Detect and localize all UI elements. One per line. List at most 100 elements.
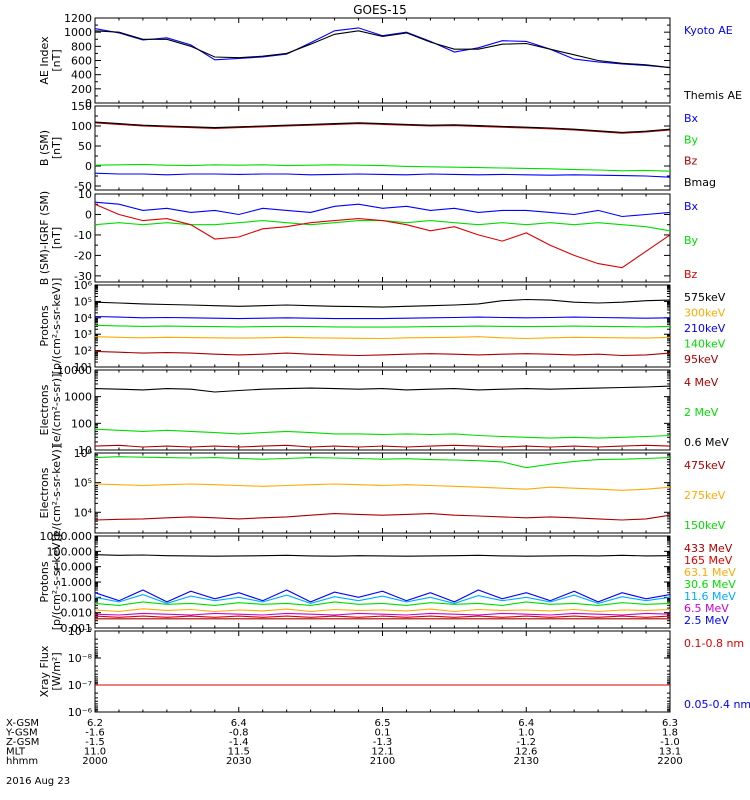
y-axis-label: Electrons [38, 384, 51, 435]
x-row-value: -1.5 [85, 737, 105, 748]
panel-6: 10⁴ 10⁵ 10⁶ Electrons [e/(cm²-s-sr-keV)] 475k… [38, 445, 726, 541]
legend-entry: By [684, 133, 699, 146]
series-line-2 [94, 30, 671, 69]
y-tick-label: 0 [85, 97, 92, 110]
y-tick-label: 0.001 [61, 622, 93, 635]
y-tick-label: 10⁶ [74, 279, 93, 292]
panel-frame [94, 630, 671, 713]
series-line-2 [94, 483, 671, 491]
series-line-4 [94, 121, 671, 133]
y-tick-label: 0 [85, 208, 92, 221]
legend-entry: 2 MeV [684, 406, 719, 419]
y-tick-label: 1.000 [61, 576, 93, 589]
y-axis-label: [nT] [50, 227, 63, 249]
series-line-3 [94, 456, 671, 469]
legend-entry: 11.6 MeV [684, 590, 736, 603]
panel-5: 10 100 1000 10000 Electrons [e/(cm²-s-sr)] 4 M… [38, 364, 729, 457]
legend-entry: 6.5 MeV [684, 602, 729, 615]
y-tick-label: 10⁶ [74, 447, 93, 460]
x-row-value: -1.3 [373, 737, 393, 748]
legend-entry: By [684, 234, 699, 247]
y-tick-label: 100 [71, 417, 92, 430]
legend-entry: Bmag [684, 176, 716, 189]
y-tick-label: 10.000 [54, 561, 93, 574]
panel-2: -50 0 50 100 150 B (SM) [nT] Bx By Bz Bmag [38, 100, 716, 193]
y-tick-label: 1000.000 [40, 530, 93, 543]
y-axis-label: Protons [38, 305, 51, 346]
legend-entry: 95keV [684, 353, 719, 366]
series-line-4 [94, 601, 671, 606]
y-tick-label: -50 [74, 180, 92, 193]
series-line-1 [94, 172, 671, 178]
y-tick-label: -20 [74, 249, 92, 262]
x-row-value: 6.2 [87, 718, 103, 729]
legend-entry: 4 MeV [684, 376, 719, 389]
y-tick-label: 10⁵ [74, 295, 92, 308]
series-line-4 [94, 324, 671, 328]
y-tick-label: 600 [71, 55, 92, 68]
legend-entry: 0.1-0.8 nm [684, 637, 744, 650]
legend-entry: Kyoto AE [684, 24, 733, 37]
legend-entry: Bz [684, 155, 698, 168]
y-axis-label: Electrons [38, 467, 51, 518]
legend-entry: 30.6 MeV [684, 578, 736, 591]
series-line-2 [94, 615, 671, 618]
series-line-5 [94, 594, 671, 604]
y-tick-label: 10⁵ [74, 477, 92, 490]
series-line-1 [94, 298, 671, 308]
panel-3: -30 -20 -10 0 10 B (SM)-IGRF (SM) [nT] Bx By Bz [38, 188, 699, 285]
x-row-value: 12.6 [515, 747, 537, 758]
legend-entry: 300keV [684, 307, 726, 320]
y-tick-label: 10² [74, 345, 92, 358]
y-tick-label: 10⁻⁹ [68, 625, 92, 638]
y-axis-label: [W/m²] [50, 652, 63, 690]
y-axis-label: B (SM)-IGRF (SM) [38, 191, 51, 285]
legend-entry: Bz [684, 268, 698, 281]
panel-4: 10¹ 10² 10³ 10⁴ 10⁵ 10⁶ Protons [p/(cm²-s-sr-ke… [38, 278, 726, 375]
series-line-3 [94, 385, 671, 393]
x-axis-table: X-GSM 6.2 6.4 6.5 6.4 6.3 Y-GSM -1.6 -0.8 0.1 1.0 1… [5, 718, 683, 767]
series-line-3 [94, 315, 671, 320]
x-row-value: 11.5 [228, 747, 250, 758]
series-line-8 [94, 554, 671, 557]
y-axis-label: [p/(cm²-s-sr-keV)] [50, 534, 63, 631]
legend-entry: 433 MeV [684, 542, 733, 555]
y-tick-label: 0.100 [61, 591, 93, 604]
x-row-value: 0.1 [375, 728, 391, 739]
x-row-label: Z-GSM [6, 737, 39, 748]
y-axis-label: [e/(cm²-s-sr)] [50, 374, 63, 447]
x-row-value: 6.4 [518, 718, 534, 729]
x-row-value: 1.8 [662, 728, 678, 739]
legend-entry: 165 MeV [684, 554, 733, 567]
x-row-value: -0.8 [229, 728, 249, 739]
y-tick-label: 0 [85, 160, 92, 173]
panel-frame [94, 193, 671, 283]
y-axis-label: [nT] [50, 49, 63, 71]
legend-entry: 150keV [684, 519, 726, 532]
y-axis-label: [p/(cm²-s-sr-keV)] [50, 278, 63, 375]
series-line-3 [94, 122, 671, 134]
y-axis-label: AE Index [38, 36, 51, 85]
series-line-3 [94, 608, 671, 613]
y-tick-label: 800 [71, 40, 92, 53]
y-tick-label: 1000 [64, 26, 92, 39]
x-row-value: 6.5 [375, 718, 391, 729]
y-axis-label: Protons [38, 561, 51, 602]
legend-entry: Bx [684, 112, 699, 125]
y-tick-label: 10⁴ [74, 506, 93, 519]
y-tick-label: 10¹ [74, 361, 92, 374]
series-line-7 [94, 589, 671, 603]
y-tick-label: 400 [71, 69, 92, 82]
x-row-value: 2130 [514, 756, 539, 767]
x-row-value: 13.1 [659, 747, 681, 758]
x-row-value: 2030 [226, 756, 251, 767]
panel-8: 10⁻⁹ 10⁻⁸ 10⁻⁷ 10⁻⁶ Xray Flux [W/m²] 0.1-0.8 n… [38, 625, 750, 719]
x-row-value: 6.4 [231, 718, 247, 729]
y-tick-label: 200 [71, 83, 92, 96]
x-row-value: -1.0 [660, 737, 680, 748]
y-tick-label: 10⁻⁸ [68, 652, 93, 665]
y-tick-label: 100.000 [47, 545, 93, 558]
legend-entry: 63.1 MeV [684, 566, 736, 579]
